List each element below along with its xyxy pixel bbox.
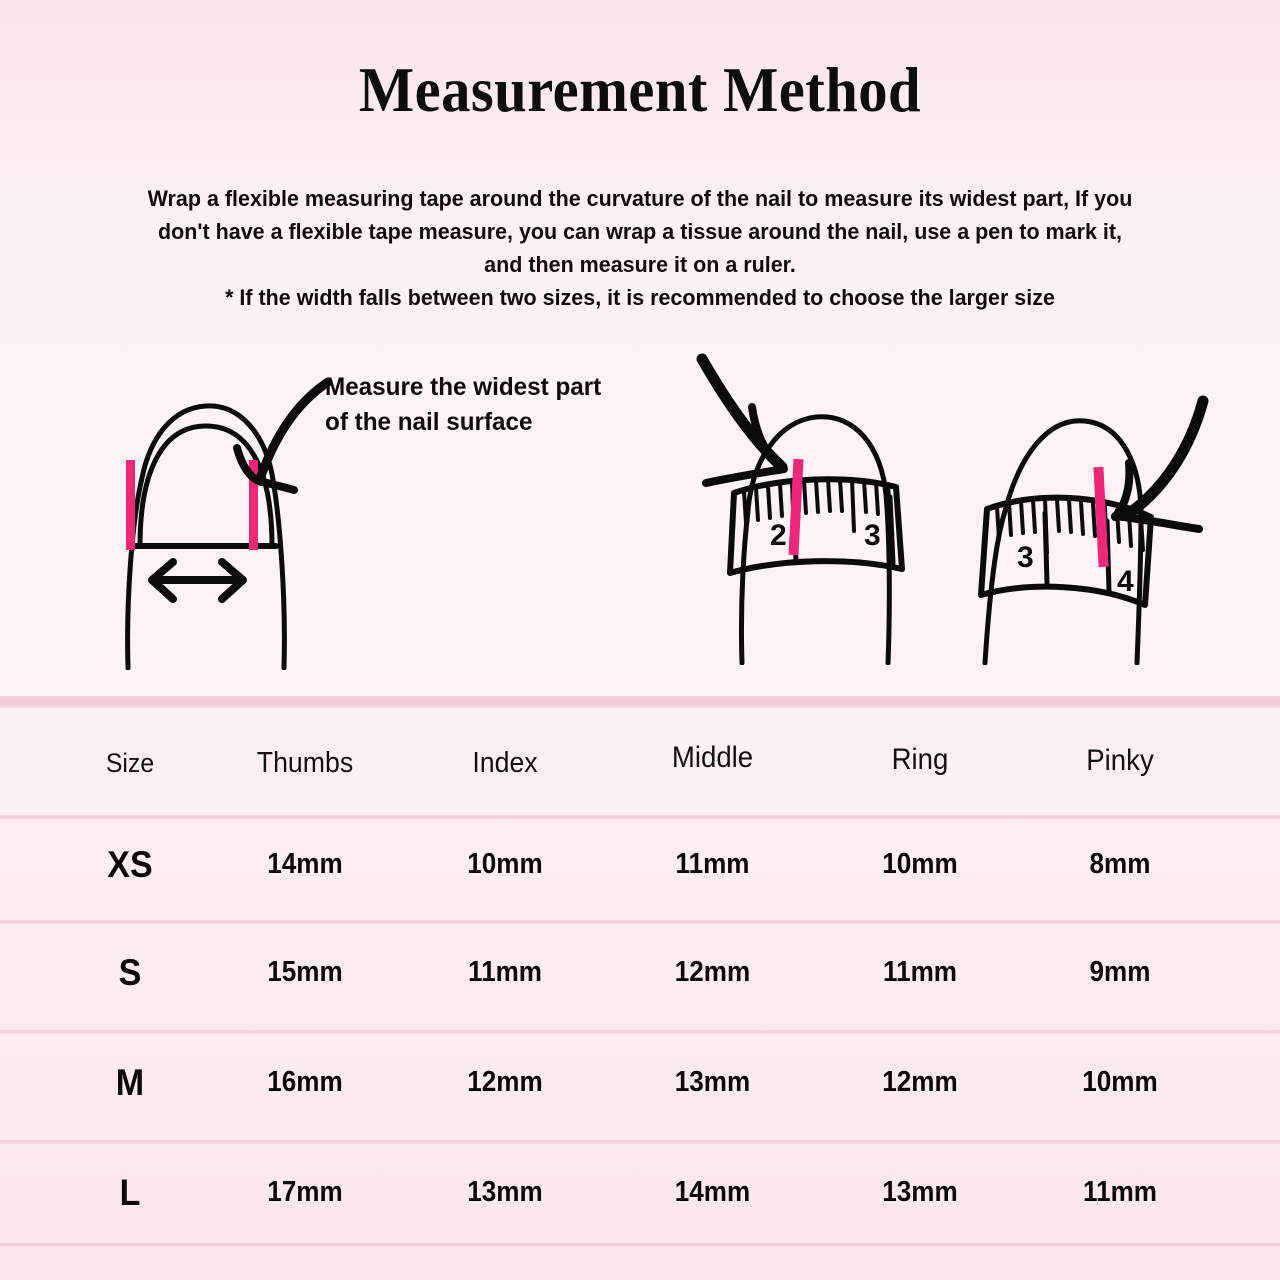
annotation-line-2: of the nail surface	[325, 408, 533, 436]
column-header-middle: Middle	[671, 741, 754, 774]
cell-middle: 14mm	[674, 1176, 751, 1208]
table-row: S 15mm 11mm 12mm 11mm 9mm	[0, 920, 1280, 1025]
column-header-ring: Ring	[891, 743, 949, 776]
cell-size: XS	[107, 843, 153, 885]
cell-size: M	[115, 1061, 145, 1103]
table-divider	[0, 1243, 1280, 1247]
page-title: Measurement Method	[358, 55, 922, 125]
table-divider	[0, 1140, 1280, 1144]
column-header-thumbs: Thumbs	[256, 746, 354, 779]
column-header-pinky: Pinky	[1086, 744, 1154, 777]
instructions-line-3: and then measure it on a ruler.	[484, 252, 796, 277]
cell-middle: 13mm	[674, 1066, 751, 1098]
cell-pinky: 11mm	[1082, 1176, 1157, 1208]
diagram-annotation: Measure the widest part of the nail surf…	[325, 370, 601, 440]
table-divider	[0, 815, 1280, 819]
cell-thumbs: 16mm	[267, 1066, 343, 1098]
cell-size: S	[118, 951, 142, 993]
table-divider	[0, 920, 1280, 924]
cell-thumbs: 14mm	[267, 848, 343, 880]
cell-thumbs: 17mm	[267, 1176, 343, 1208]
cell-ring: 10mm	[882, 848, 958, 880]
width-marker-right	[249, 460, 258, 550]
cell-index: 13mm	[467, 1176, 543, 1208]
cell-ring: 11mm	[882, 956, 957, 988]
instructions-line-2: don't have a flexible tape measure, you …	[158, 219, 1122, 244]
cell-size: L	[119, 1171, 141, 1213]
table-row: M 16mm 12mm 13mm 12mm 10mm	[0, 1030, 1280, 1135]
column-header-size: Size	[105, 747, 155, 778]
callout-arrow	[1111, 395, 1209, 533]
cell-thumbs: 15mm	[267, 956, 343, 988]
callout-arrow	[696, 353, 788, 487]
table-row: L 17mm 13mm 14mm 13mm 11mm	[0, 1140, 1280, 1245]
finger-outline	[738, 414, 892, 665]
measurement-marker	[788, 458, 804, 556]
cell-ring: 12mm	[882, 1066, 958, 1098]
ruler-label-2: 2	[770, 519, 787, 552]
table-row: XS 14mm 10mm 11mm 10mm 8mm	[0, 812, 1280, 917]
column-header-index: Index	[472, 746, 538, 779]
width-arrow	[148, 558, 247, 603]
width-marker-left	[126, 460, 135, 550]
instructions-line-1: Wrap a flexible measuring tape around th…	[147, 186, 1133, 211]
tape-band	[727, 476, 905, 576]
tape-measure-diagram-left: 2 3	[696, 353, 905, 665]
ruler-label-4: 4	[1117, 565, 1134, 598]
table-header-row: Size Thumbs Index Middle Ring Pinky	[0, 708, 1280, 818]
cell-index: 10mm	[467, 848, 543, 880]
ruler-label-3: 3	[1017, 541, 1034, 574]
cell-index: 11mm	[467, 956, 542, 988]
cell-index: 12mm	[467, 1066, 543, 1098]
cell-pinky: 10mm	[1082, 1066, 1158, 1098]
finger-outline	[982, 418, 1144, 665]
tape-band	[978, 494, 1154, 608]
cell-pinky: 9mm	[1089, 956, 1151, 988]
cell-ring: 13mm	[882, 1176, 958, 1208]
callout-arrow-left	[233, 377, 333, 494]
nail-width-diagram	[125, 377, 333, 670]
cell-middle: 11mm	[675, 848, 750, 880]
ruler-label-3: 3	[864, 519, 881, 552]
diagram-section: Measure the widest part of the nail surf…	[0, 340, 1280, 690]
instructions-note: * If the width falls between two sizes, …	[225, 285, 1055, 310]
annotation-line-1: Measure the widest part	[325, 373, 602, 401]
size-table: Size Thumbs Index Middle Ring Pinky XS 1…	[0, 708, 1280, 1268]
tape-measure-diagram-right: 3 4	[978, 395, 1209, 665]
instructions-paragraph: Wrap a flexible measuring tape around th…	[57, 182, 1222, 314]
cell-middle: 12mm	[674, 956, 751, 988]
finger-outline	[125, 403, 287, 670]
section-divider	[0, 696, 1280, 708]
cell-pinky: 8mm	[1089, 848, 1151, 880]
measurement-marker	[1093, 466, 1109, 568]
table-divider	[0, 1030, 1280, 1034]
